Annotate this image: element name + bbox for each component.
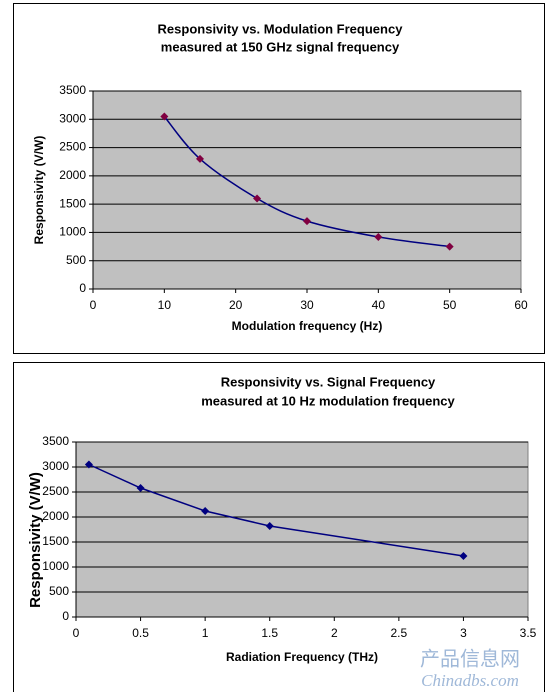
plot-area <box>92 90 522 290</box>
y-tick-label: 2500 <box>42 484 69 498</box>
data-point <box>201 507 210 515</box>
y-tick-label: 2000 <box>42 509 69 523</box>
chart-title: Responsivity vs. Signal Frequency <box>221 374 436 389</box>
data-point <box>196 154 204 163</box>
x-tick-label: 0 <box>90 298 97 312</box>
x-tick-label: 1 <box>202 626 209 640</box>
x-axis-label: Radiation Frequency (THz) <box>226 650 378 664</box>
x-tick-label: 0.5 <box>132 626 149 640</box>
data-point <box>136 484 145 492</box>
x-axis-label: Modulation frequency (Hz) <box>232 319 383 333</box>
x-tick-label: 3 <box>460 626 467 640</box>
y-tick-label: 3500 <box>59 83 86 97</box>
data-point <box>459 552 468 560</box>
y-tick-label: 1500 <box>42 534 69 548</box>
y-tick-label: 1000 <box>59 225 86 239</box>
watermark: Chinadbs.com <box>421 671 519 690</box>
x-tick-label: 30 <box>300 298 314 312</box>
x-tick-label: 40 <box>372 298 386 312</box>
y-tick-label: 500 <box>49 584 69 598</box>
data-point <box>303 217 311 226</box>
chart-subtitle: measured at 10 Hz modulation frequency <box>201 393 455 408</box>
x-tick-label: 1.5 <box>261 626 278 640</box>
x-tick-label: 20 <box>229 298 243 312</box>
y-tick-label: 3000 <box>42 459 69 473</box>
x-tick-label: 2.5 <box>391 626 408 640</box>
x-tick-label: 3.5 <box>520 626 537 640</box>
data-point <box>265 522 274 530</box>
y-tick-label: 0 <box>79 281 86 295</box>
chart-subtitle: measured at 150 GHz signal frequency <box>161 39 400 54</box>
x-tick-label: 60 <box>514 298 528 312</box>
x-tick-label: 50 <box>443 298 457 312</box>
y-tick-label: 2500 <box>59 140 86 154</box>
y-axis-label: Responsivity (V/W) <box>27 472 44 608</box>
data-point <box>84 460 93 469</box>
y-tick-label: 2000 <box>59 168 86 182</box>
x-tick-label: 2 <box>331 626 338 640</box>
x-tick-label: 10 <box>158 298 172 312</box>
y-tick-label: 3000 <box>59 111 86 125</box>
y-tick-label: 1000 <box>42 559 69 573</box>
x-tick-label: 0 <box>73 626 80 640</box>
y-tick-label: 1500 <box>59 196 86 210</box>
data-point <box>445 242 454 251</box>
data-point <box>374 232 383 241</box>
y-tick-label: 3500 <box>42 434 69 448</box>
y-tick-label: 0 <box>62 609 69 623</box>
watermark: 产品信息网 <box>420 647 520 670</box>
plot-area <box>75 441 529 618</box>
data-point <box>160 112 169 121</box>
chart-title: Responsivity vs. Modulation Frequency <box>158 21 404 36</box>
y-tick-label: 500 <box>66 253 86 267</box>
data-point <box>253 194 262 203</box>
y-axis-label: Responsivity (V/W) <box>32 136 46 245</box>
